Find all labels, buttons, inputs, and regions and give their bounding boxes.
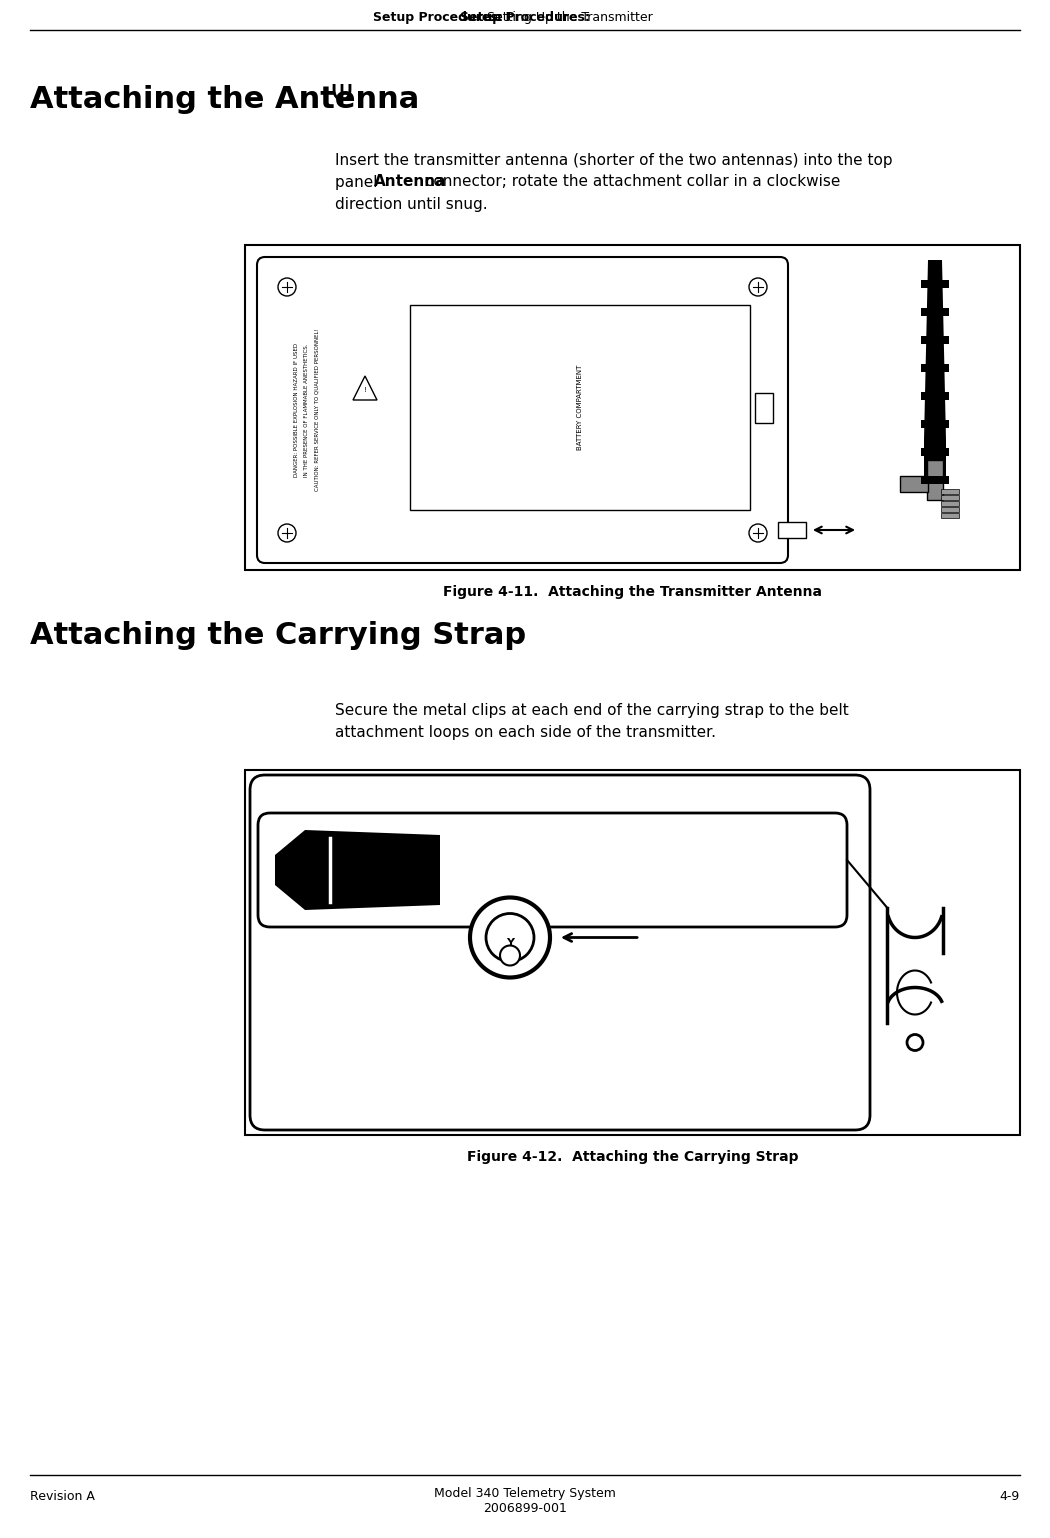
Text: Attaching the Carrying Strap: Attaching the Carrying Strap — [30, 620, 526, 649]
Text: Model 340 Telemetry System: Model 340 Telemetry System — [434, 1487, 616, 1500]
Bar — [921, 308, 949, 315]
FancyBboxPatch shape — [250, 775, 870, 1130]
Text: Attaching the Antenna: Attaching the Antenna — [30, 86, 419, 114]
Text: IN THE PRESENCE OF FLAMMABLE ANESTHETICS.: IN THE PRESENCE OF FLAMMABLE ANESTHETICS… — [304, 343, 310, 477]
Polygon shape — [924, 260, 946, 480]
FancyBboxPatch shape — [257, 257, 788, 563]
Text: Secure the metal clips at each end of the carrying strap to the belt: Secure the metal clips at each end of th… — [335, 703, 848, 718]
Bar — [941, 489, 959, 494]
Text: CAUTION: REFER SERVICE ONLY TO QUALIFIED PERSONNEL!: CAUTION: REFER SERVICE ONLY TO QUALIFIED… — [315, 329, 319, 491]
Circle shape — [486, 914, 534, 961]
Bar — [921, 280, 949, 288]
Circle shape — [470, 898, 550, 978]
Text: 4-9: 4-9 — [1000, 1490, 1020, 1504]
Text: Setup Procedures:: Setup Procedures: — [460, 11, 590, 25]
Text: !: ! — [363, 388, 366, 394]
Text: Setup Procedures:: Setup Procedures: — [373, 11, 503, 25]
Text: Antenna: Antenna — [374, 174, 446, 189]
Bar — [410, 305, 750, 511]
Bar — [921, 335, 949, 345]
Text: attachment loops on each side of the transmitter.: attachment loops on each side of the tra… — [335, 724, 716, 740]
Bar — [921, 475, 949, 484]
Bar — [941, 514, 959, 518]
Bar — [941, 501, 959, 506]
Bar — [755, 392, 773, 423]
Bar — [921, 392, 949, 400]
Polygon shape — [275, 831, 440, 910]
Text: connector; rotate the attachment collar in a clockwise: connector; rotate the attachment collar … — [420, 174, 840, 189]
Text: Revision A: Revision A — [30, 1490, 94, 1504]
Bar — [245, 245, 1020, 571]
Bar — [900, 475, 928, 492]
Bar — [245, 771, 1020, 1135]
Circle shape — [907, 1035, 923, 1050]
Text: DANGER: POSSIBLE EXPLOSION HAZARD IF USED: DANGER: POSSIBLE EXPLOSION HAZARD IF USE… — [294, 343, 299, 477]
Circle shape — [749, 278, 766, 295]
Text: Ψ: Ψ — [330, 83, 352, 111]
Circle shape — [500, 946, 520, 966]
Circle shape — [749, 524, 766, 541]
Text: Insert the transmitter antenna (shorter of the two antennas) into the top: Insert the transmitter antenna (shorter … — [335, 152, 892, 168]
Bar — [921, 448, 949, 455]
Circle shape — [278, 278, 296, 295]
Bar — [941, 495, 959, 500]
Bar — [927, 460, 943, 500]
Text: Figure 4-12.  Attaching the Carrying Strap: Figure 4-12. Attaching the Carrying Stra… — [467, 1150, 798, 1164]
Bar — [921, 365, 949, 372]
Polygon shape — [353, 375, 377, 400]
Bar — [941, 508, 959, 512]
Bar — [778, 521, 806, 538]
Circle shape — [278, 524, 296, 541]
Text: direction until snug.: direction until snug. — [335, 197, 487, 212]
Text: Figure 4-11.  Attaching the Transmitter Antenna: Figure 4-11. Attaching the Transmitter A… — [443, 584, 822, 598]
Text: 2006899-001: 2006899-001 — [483, 1501, 567, 1515]
Text: panel: panel — [335, 174, 382, 189]
FancyBboxPatch shape — [258, 814, 847, 927]
Text: Setting Up the Transmitter: Setting Up the Transmitter — [483, 11, 653, 25]
Bar — [921, 420, 949, 428]
Text: Y: Y — [506, 938, 514, 949]
Text: BATTERY COMPARTMENT: BATTERY COMPARTMENT — [578, 365, 583, 451]
